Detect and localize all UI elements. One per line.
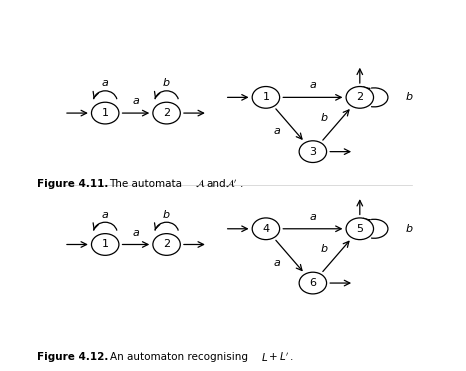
Text: a: a (309, 81, 316, 91)
Text: 2: 2 (356, 92, 363, 102)
Circle shape (299, 141, 327, 162)
Text: a: a (102, 78, 109, 88)
Circle shape (252, 218, 280, 240)
Text: b: b (163, 78, 170, 88)
Text: a: a (102, 210, 109, 220)
Text: a: a (132, 227, 139, 237)
Text: 4: 4 (262, 224, 269, 234)
Text: b: b (163, 210, 170, 220)
Text: a: a (309, 212, 316, 222)
Text: +: + (269, 352, 278, 362)
Text: a: a (132, 96, 139, 106)
Text: b: b (406, 92, 413, 102)
Text: 1: 1 (102, 108, 109, 118)
Circle shape (346, 86, 374, 108)
Text: $\mathcal{A}$: $\mathcal{A}$ (195, 178, 205, 189)
Text: a: a (274, 257, 281, 267)
Text: 2: 2 (163, 240, 170, 249)
Circle shape (252, 86, 280, 108)
Text: b: b (320, 113, 328, 123)
Text: 6: 6 (309, 278, 316, 288)
Text: The automata: The automata (110, 179, 186, 188)
Circle shape (91, 102, 119, 124)
Text: b: b (406, 224, 413, 234)
Text: b: b (320, 244, 328, 254)
Text: 3: 3 (309, 147, 316, 157)
Circle shape (153, 234, 180, 255)
Circle shape (153, 102, 180, 124)
Text: $\mathcal{A}'$: $\mathcal{A}'$ (225, 178, 238, 190)
Text: a: a (274, 126, 281, 136)
Text: $L'$: $L'$ (279, 351, 289, 363)
Text: 5: 5 (356, 224, 363, 234)
Text: 1: 1 (262, 92, 269, 102)
Text: 2: 2 (163, 108, 170, 118)
Text: Figure 4.12.: Figure 4.12. (37, 352, 109, 362)
Circle shape (299, 272, 327, 294)
Text: .: . (240, 179, 243, 188)
Text: Figure 4.11.: Figure 4.11. (37, 179, 109, 188)
Circle shape (91, 234, 119, 255)
Text: and: and (206, 179, 226, 188)
Text: An automaton recognising: An automaton recognising (110, 352, 251, 362)
Circle shape (346, 218, 374, 240)
Text: 1: 1 (102, 240, 109, 249)
Text: .: . (290, 352, 293, 362)
Text: $L$: $L$ (261, 351, 268, 363)
